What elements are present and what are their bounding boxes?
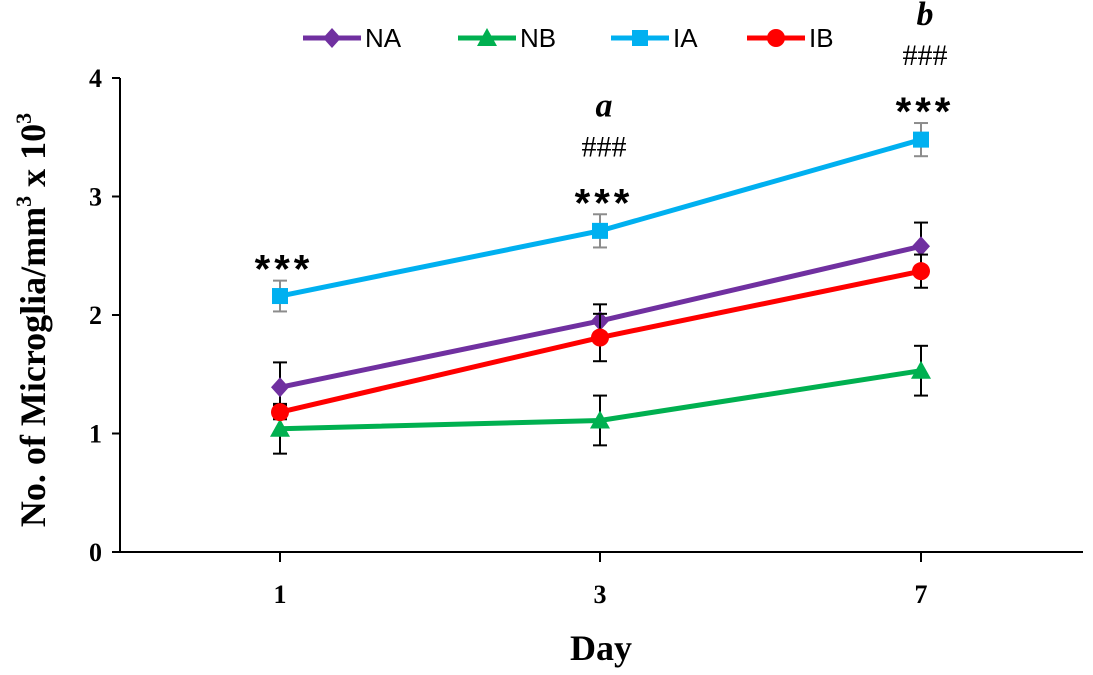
data-point <box>271 403 289 422</box>
y-tick-label: 0 <box>89 538 102 567</box>
data-point <box>272 288 288 305</box>
legend-marker <box>632 30 648 46</box>
legend-item-na: NA <box>303 23 402 53</box>
significance-stars: *** <box>255 248 314 292</box>
significance-letter: a <box>596 87 613 124</box>
data-point <box>913 131 929 148</box>
x-tick-label: 3 <box>594 580 607 609</box>
significance-hash: ### <box>582 130 627 163</box>
data-point <box>911 360 931 379</box>
series-nb <box>270 344 931 455</box>
annotations: *** *** ### a *** ### b <box>255 0 955 292</box>
legend: NA NB IA IB <box>303 23 834 53</box>
legend-item-ia: IA <box>611 23 698 53</box>
legend-item-ib: IB <box>747 23 834 53</box>
legend-item-nb: NB <box>458 23 556 53</box>
data-point <box>912 262 930 281</box>
x-axis-title: Day <box>570 628 632 668</box>
data-point <box>270 418 290 437</box>
x-tick-label: 7 <box>915 580 928 609</box>
axes: 0 1 2 3 4 1 3 7 Day No. of Microglia/mm3 x 103 <box>11 64 1083 668</box>
legend-label: IB <box>809 23 834 53</box>
y-tick-label: 1 <box>89 420 102 449</box>
legend-label: IA <box>673 23 698 53</box>
y-axis-title: No. of Microglia/mm3 x 103 <box>11 113 53 527</box>
legend-marker <box>323 28 341 48</box>
data-point <box>271 377 289 398</box>
series-layer <box>270 122 931 455</box>
y-tick-label: 2 <box>89 301 102 330</box>
data-point <box>592 222 608 239</box>
significance-stars: *** <box>896 90 955 134</box>
series-ib <box>271 253 930 422</box>
data-point <box>590 410 610 429</box>
data-point <box>912 236 930 257</box>
series-ia <box>272 122 929 313</box>
y-tick-label: 4 <box>89 64 102 93</box>
legend-marker <box>767 29 785 47</box>
data-point <box>591 328 609 347</box>
x-tick-label: 1 <box>274 580 287 609</box>
significance-letter: b <box>917 0 934 33</box>
significance-hash: ### <box>903 39 948 72</box>
y-tick-label: 3 <box>89 183 102 212</box>
legend-marker <box>477 28 497 46</box>
significance-stars: *** <box>575 181 634 225</box>
legend-label: NA <box>365 23 402 53</box>
legend-label: NB <box>520 23 556 53</box>
